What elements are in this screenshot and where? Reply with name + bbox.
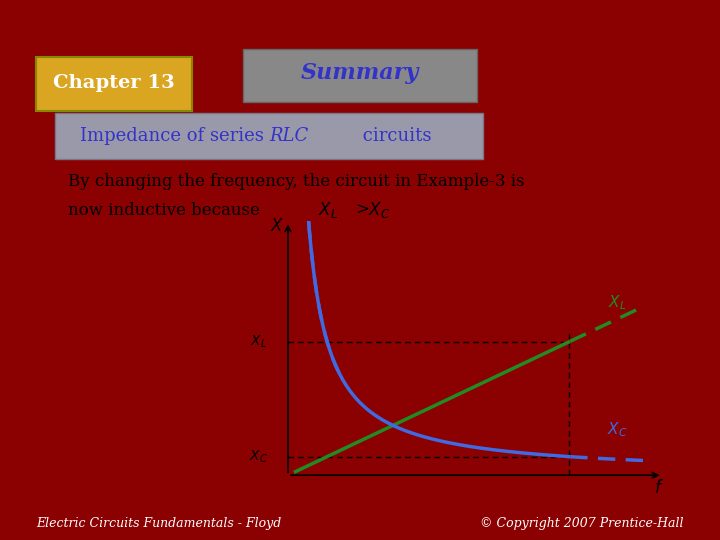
- Text: $X_C$: $X_C$: [248, 448, 268, 465]
- Text: Electric Circuits Fundamentals - Floyd: Electric Circuits Fundamentals - Floyd: [36, 517, 282, 530]
- Text: By changing the frequency, the circuit in Example-3 is: By changing the frequency, the circuit i…: [68, 173, 525, 190]
- Text: $X_L$: $X_L$: [250, 334, 266, 350]
- FancyBboxPatch shape: [36, 57, 192, 111]
- Text: now inductive because: now inductive because: [68, 202, 266, 219]
- FancyBboxPatch shape: [243, 49, 477, 102]
- Text: Impedance of series: Impedance of series: [80, 127, 269, 145]
- Text: Chapter 13: Chapter 13: [53, 74, 175, 92]
- Text: $X_L$: $X_L$: [608, 293, 626, 312]
- Text: >: >: [355, 202, 369, 219]
- Text: $X_L$: $X_L$: [318, 200, 338, 220]
- Text: $X$: $X$: [269, 218, 284, 235]
- Text: circuits: circuits: [357, 127, 431, 145]
- Text: Summary: Summary: [301, 62, 419, 84]
- Text: $X_C$: $X_C$: [369, 200, 391, 220]
- Text: $f$: $f$: [654, 479, 664, 497]
- FancyBboxPatch shape: [55, 113, 483, 159]
- Text: © Copyright 2007 Prentice-Hall: © Copyright 2007 Prentice-Hall: [480, 517, 684, 530]
- Text: RLC: RLC: [269, 127, 309, 145]
- Text: $X_C$: $X_C$: [607, 420, 628, 439]
